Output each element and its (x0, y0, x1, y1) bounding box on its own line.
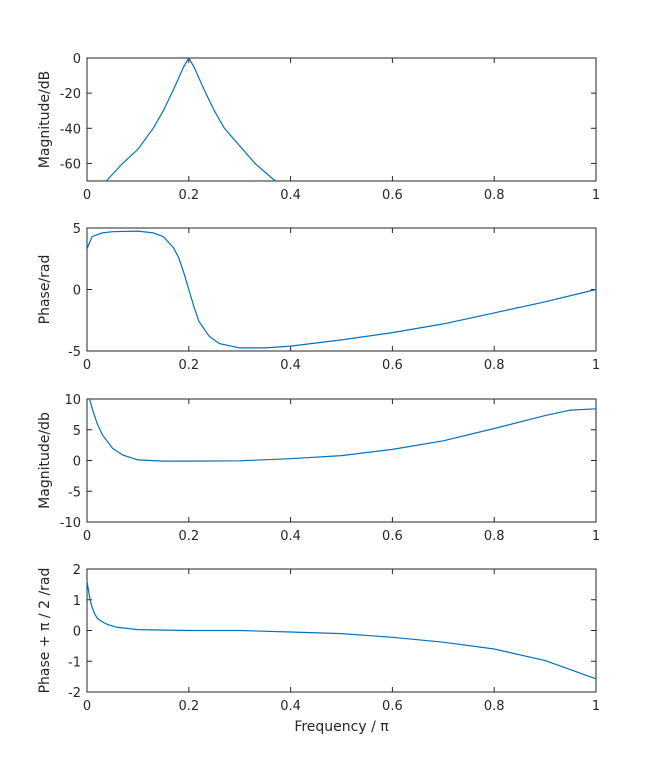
x-tick-label: 0.6 (382, 529, 403, 544)
series-line (86, 230, 597, 349)
x-tick-label: 1 (592, 529, 600, 544)
y-tick-label: -2 (68, 686, 81, 701)
series-line (86, 581, 597, 680)
x-tick-label: 0.8 (484, 358, 505, 373)
x-tick-label: 0.8 (484, 699, 505, 714)
x-tick-label: 0.6 (382, 188, 403, 203)
x-tick-label: 0 (83, 358, 91, 373)
x-tick-label: 0.8 (484, 529, 505, 544)
subplot-1: 0 0.2 0.4 0.6 0.8 1 -60 -40 -20 0 Magnitude/dB (37, 52, 600, 203)
y-axis-label: Magnitude/dB (37, 71, 53, 168)
y-tick-label: -5 (68, 345, 81, 360)
x-tick-label: 0.2 (178, 188, 199, 203)
x-tick-label: 0 (83, 699, 91, 714)
x-tick-label: 0.4 (280, 188, 301, 203)
x-tick-label: 0 (83, 188, 91, 203)
y-tick-label: 5 (73, 222, 81, 237)
axes-box (86, 227, 597, 352)
y-axis-label: Magnitude/db (37, 412, 53, 509)
x-tick-label: 0.6 (382, 699, 403, 714)
x-tick-label: 0 (83, 529, 91, 544)
x-tick-label: 0.2 (178, 699, 199, 714)
x-tick-label: 1 (592, 358, 600, 373)
x-tick-label: 0.2 (178, 529, 199, 544)
subplot-3: 0 0.2 0.4 0.6 0.8 1 -10 -5 0 5 10 Magnitude/db (37, 393, 600, 544)
y-tick-label: -10 (60, 516, 81, 531)
subplot-4: 0 0.2 0.4 0.6 0.8 1 -2 -1 0 1 2 Phase + π / 2 /rad F… (37, 563, 600, 735)
x-tick-label: 0.6 (382, 358, 403, 373)
y-tick-label: 0 (73, 52, 81, 67)
y-tick-label: 5 (73, 424, 81, 439)
x-tick-label: 0.4 (280, 358, 301, 373)
y-tick-label: 0 (73, 625, 81, 640)
axes-box (86, 57, 597, 182)
y-axis-label: Phase + π / 2 /rad (37, 568, 53, 694)
x-axis-label: Frequency / π (294, 719, 389, 735)
x-tick-label: 1 (592, 188, 600, 203)
y-tick-label: -40 (60, 122, 81, 137)
x-tick-label: 0.4 (280, 529, 301, 544)
y-tick-label: -20 (60, 87, 81, 102)
y-tick-label: -5 (68, 485, 81, 500)
y-tick-label: -1 (68, 655, 81, 670)
x-tick-label: 0.2 (178, 358, 199, 373)
y-tick-label: -60 (60, 157, 81, 172)
x-tick-label: 0.8 (484, 188, 505, 203)
x-tick-label: 0.4 (280, 699, 301, 714)
y-axis-label: Phase/rad (37, 255, 53, 325)
y-tick-label: 2 (73, 563, 81, 578)
x-tick-label: 1 (592, 699, 600, 714)
y-tick-label: 10 (64, 393, 81, 408)
y-tick-label: 0 (73, 284, 81, 299)
y-tick-label: 1 (73, 594, 81, 609)
y-tick-label: 0 (73, 455, 81, 470)
series-line (105, 56, 276, 182)
series-line (88, 398, 597, 462)
